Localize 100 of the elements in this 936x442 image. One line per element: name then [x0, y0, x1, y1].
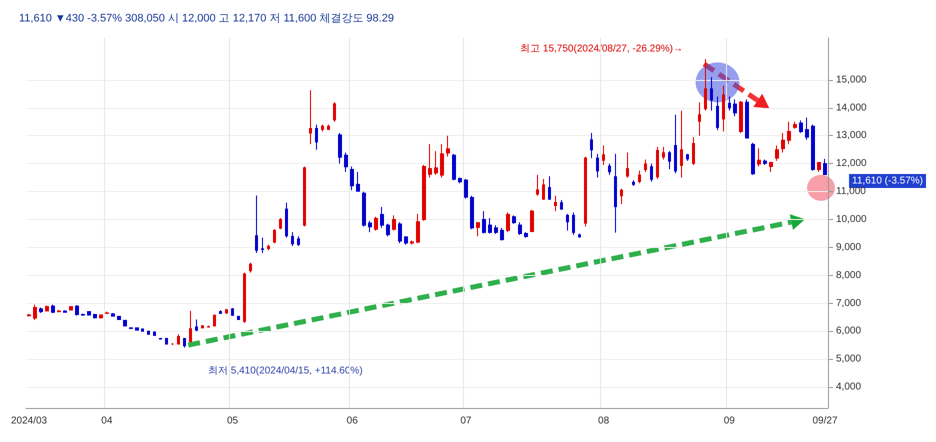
- candlestick: [626, 152, 629, 178]
- candlestick: [416, 213, 420, 244]
- candlestick: [704, 58, 707, 112]
- candlestick: [51, 304, 55, 314]
- candlestick: [434, 150, 438, 176]
- candlestick: [793, 121, 797, 130]
- x-tick-label: 06: [346, 416, 358, 426]
- candlestick: [315, 124, 318, 150]
- candlestick: [243, 272, 246, 324]
- candlestick: [728, 96, 731, 112]
- candlestick: [811, 124, 815, 172]
- x-tick-label: 04: [101, 416, 113, 426]
- text: 11,610 (-3.57%): [852, 176, 923, 186]
- candlestick: [638, 170, 641, 184]
- candlestick: [27, 313, 31, 318]
- candlestick: [249, 262, 252, 274]
- candlestick: [662, 146, 665, 160]
- candlestick: [440, 144, 444, 178]
- candlestick: [177, 334, 180, 346]
- candlestick: [141, 328, 144, 332]
- candlestick: [267, 244, 270, 251]
- candlestick: [285, 202, 288, 238]
- candlestick: [668, 150, 671, 170]
- candlestick: [297, 236, 300, 247]
- x-tick-label: 2024/03: [10, 416, 48, 426]
- candlestick: [739, 100, 743, 134]
- candlestick: [344, 152, 348, 173]
- candlestick: [692, 136, 695, 166]
- candlestick: [817, 162, 821, 173]
- candlestick: [650, 163, 653, 182]
- candlestick: [680, 110, 683, 178]
- candlestick: [763, 158, 767, 166]
- candlestick: [488, 218, 492, 234]
- candlestick: [69, 306, 73, 312]
- candlestick: [506, 212, 510, 233]
- candlestick: [333, 102, 336, 122]
- candlestick: [799, 120, 803, 134]
- candlestick: [309, 90, 312, 145]
- y-tick-label: 15,000: [836, 74, 868, 86]
- y-tick-label: 5,000: [836, 354, 862, 365]
- candlestick: [195, 318, 198, 332]
- candlestick: [273, 228, 276, 244]
- candlestick: [602, 145, 605, 166]
- y-tick-label: 12,000: [836, 158, 868, 170]
- candlestick: [542, 178, 545, 200]
- y-tick-label: 11,000: [836, 186, 866, 198]
- y-tick-label: 9,000: [836, 242, 862, 253]
- candlestick: [165, 337, 168, 346]
- candlestick: [781, 132, 785, 153]
- candlestick: [81, 313, 85, 316]
- candlestick: [566, 213, 569, 232]
- candlestick: [219, 310, 222, 314]
- candlestick: [584, 156, 587, 227]
- candlestick: [620, 188, 623, 205]
- candlestick: [111, 312, 115, 318]
- candlestick: [392, 214, 396, 232]
- candlestick: [452, 153, 456, 181]
- candlestick: [201, 324, 204, 329]
- candlestick: [183, 337, 186, 348]
- candlestick: [338, 132, 342, 164]
- candlestick: [751, 142, 755, 176]
- y-tick-label: 7,000: [836, 298, 862, 309]
- candlestick: [279, 218, 282, 230]
- candlestick: [500, 227, 504, 241]
- candlestick: [380, 206, 384, 228]
- candlestick: [656, 146, 659, 180]
- candlestick: [428, 144, 432, 178]
- candlestick: [590, 132, 593, 159]
- candlestick: [572, 212, 575, 236]
- candlestick: [129, 326, 133, 330]
- candlestick: [213, 314, 216, 327]
- x-tick-label: 09: [724, 416, 736, 426]
- candlestick: [386, 223, 390, 237]
- candlestick: [512, 214, 516, 224]
- chart-subtitle: 11,610 ▼430 -3.57% 308,050 시 12,000 고 12,170 저 11,600 체결강도 98.29: [19, 12, 394, 24]
- x-tick-label: 08: [598, 416, 610, 426]
- candlestick: [536, 174, 539, 196]
- candlestick: [578, 232, 581, 238]
- candlestick: [261, 237, 264, 254]
- candlestick: [823, 158, 827, 176]
- candlestick: [135, 327, 139, 332]
- candlestick: [530, 209, 534, 233]
- y-tick-label: 10,000: [836, 214, 868, 226]
- candlestick: [356, 172, 360, 192]
- candlestick: [45, 305, 49, 312]
- candlestick: [99, 314, 103, 320]
- candlestick: [805, 117, 809, 140]
- candlestick: [291, 232, 294, 247]
- candlestick: [39, 306, 43, 314]
- x-tick-label: 09/27: [812, 416, 838, 426]
- candlestick: [787, 121, 791, 145]
- candlestick: [225, 308, 228, 314]
- candlestick: [350, 166, 354, 191]
- candlestick: [554, 195, 557, 212]
- candlestick: [231, 308, 234, 316]
- candlestick: [362, 191, 366, 227]
- y-tick-label: 4,000: [836, 382, 862, 393]
- candlestick: [374, 216, 378, 232]
- candlestick: [255, 194, 258, 254]
- candlestick: [75, 304, 79, 316]
